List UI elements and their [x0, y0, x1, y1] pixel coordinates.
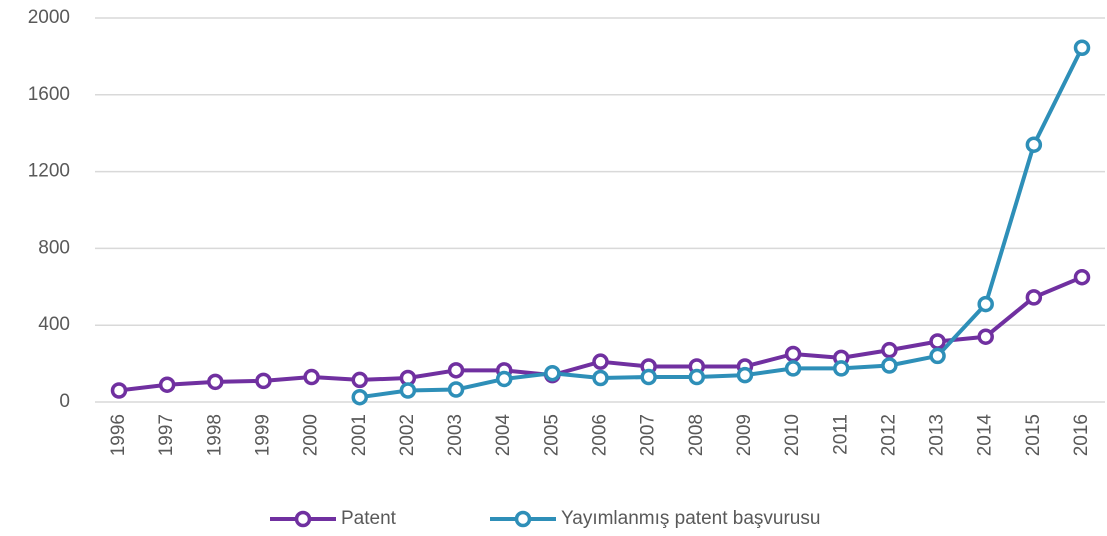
data-point	[158, 376, 176, 393]
data-point	[592, 369, 609, 387]
x-tick-label: 2015	[1023, 414, 1044, 456]
data-point	[736, 366, 754, 384]
x-tick-label: 2001	[349, 414, 370, 456]
data-point	[110, 382, 128, 399]
x-tick-label: 1999	[252, 414, 273, 456]
x-tick-label: 2008	[686, 414, 707, 456]
data-point	[784, 345, 802, 363]
data-point	[399, 382, 417, 399]
data-point	[1025, 136, 1043, 153]
series-line	[359, 46, 1084, 400]
data-point	[207, 373, 224, 391]
data-point	[303, 368, 320, 386]
x-tick-label: 2006	[590, 414, 611, 456]
data-point	[351, 388, 368, 406]
x-tick-label: 2005	[541, 414, 562, 456]
x-tick-label: 1997	[156, 414, 177, 456]
y-tick-label: 0	[59, 391, 70, 412]
x-tick-label: 2014	[975, 414, 996, 457]
data-point	[929, 333, 946, 350]
legend-marker	[294, 510, 312, 528]
data-point	[784, 360, 802, 377]
x-tick-label: 2000	[301, 414, 322, 456]
data-point	[881, 341, 898, 359]
data-point	[255, 372, 272, 390]
data-point	[688, 368, 706, 386]
data-point	[1073, 268, 1091, 286]
y-tick-label: 2000	[28, 7, 70, 28]
x-tick-label: 2013	[927, 414, 948, 456]
data-point	[1073, 39, 1091, 57]
x-tick-label: 2016	[1071, 414, 1092, 456]
x-tick-label: 2010	[782, 414, 803, 456]
legend-marker	[514, 510, 532, 528]
x-tick-label: 2012	[878, 414, 899, 456]
y-tick-label: 1200	[28, 161, 70, 182]
data-point	[544, 364, 561, 382]
data-point	[495, 370, 513, 388]
x-tick-label: 2011	[830, 414, 851, 455]
data-point	[977, 328, 994, 345]
x-tick-label: 2007	[638, 414, 659, 456]
x-tick-label: 2004	[493, 414, 514, 457]
data-point	[640, 368, 657, 386]
y-tick-label: 1600	[28, 84, 70, 105]
y-tick-label: 400	[38, 314, 70, 335]
data-point	[351, 371, 368, 389]
data-point	[929, 347, 946, 365]
legend-label: Yayımlanmış patent başvurusu	[561, 508, 820, 529]
data-point	[447, 381, 465, 398]
x-tick-label: 1996	[108, 414, 129, 456]
data-point	[881, 357, 898, 374]
data-point	[1025, 289, 1043, 306]
data-point	[833, 360, 850, 377]
x-tick-label: 2002	[397, 414, 418, 456]
data-point	[447, 362, 465, 379]
x-tick-label: 2009	[734, 414, 755, 456]
data-point	[592, 353, 609, 370]
y-tick-label: 800	[38, 237, 70, 258]
legend-label: Patent	[341, 508, 397, 529]
x-tick-label: 2003	[445, 414, 466, 456]
data-point	[977, 295, 994, 313]
x-tick-label: 1998	[204, 414, 225, 456]
